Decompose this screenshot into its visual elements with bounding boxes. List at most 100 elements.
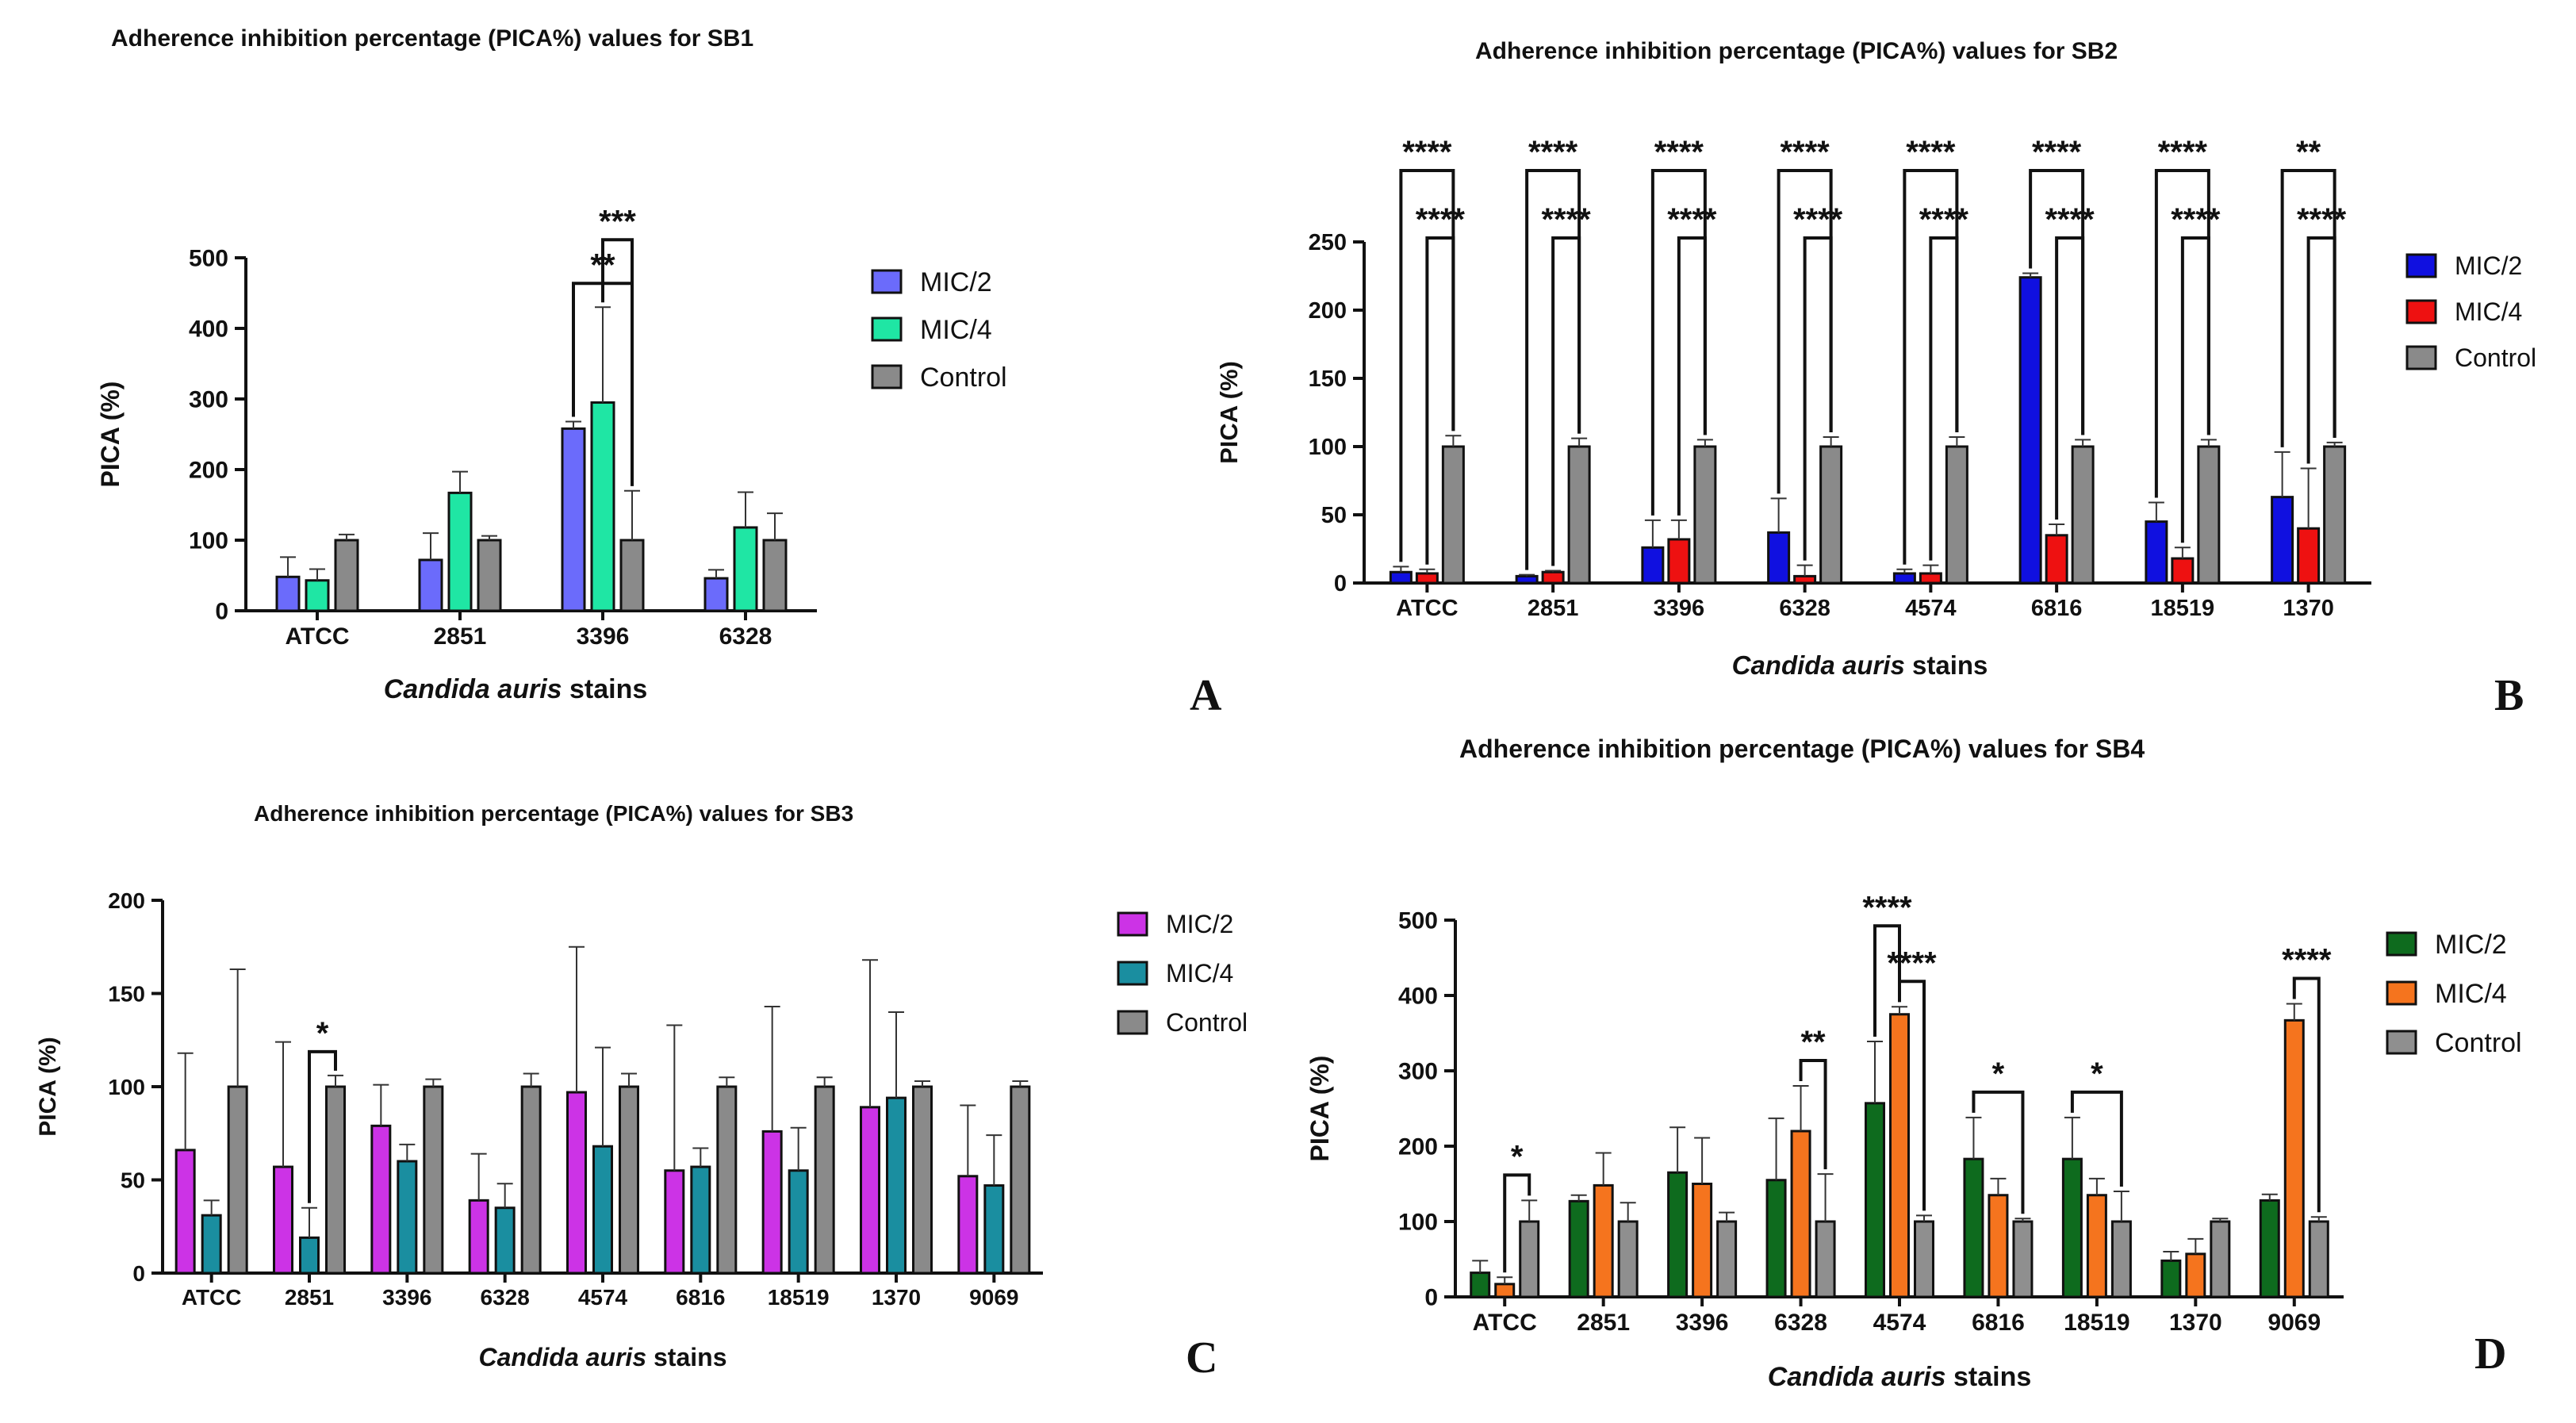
bar-control-2851 [325,1085,346,1275]
significance-label: * [1511,1139,1524,1174]
x-tick-label: 4574 [1873,1310,1926,1336]
legend-label: Control [2455,343,2536,372]
y-tick-label: 300 [1398,1059,1438,1085]
y-tick-label: 200 [1309,298,1347,324]
y-tick-label: 500 [189,246,228,272]
significance-bracket [1972,1090,2025,1214]
bar-control-1370 [912,1085,933,1275]
y-tick-label: 50 [121,1168,145,1192]
bar-mic-4-6328 [733,526,758,612]
y-axis-label: PICA (%) [1215,361,1243,464]
bar-mic-2-18519 [761,1130,783,1275]
x-axis-label: Candida auris stains [384,674,648,704]
y-tick-label: 0 [1334,571,1347,596]
chart-panel-c: Adherence inhibition percentage (PICA%) … [35,801,1248,1383]
chart-title: Adherence inhibition percentage (PICA%) … [1459,735,2145,763]
bar-control-1370 [2210,1220,2231,1298]
x-tick-label: 1370 [2283,596,2334,621]
chart-title: Adherence inhibition percentage (PICA%) … [254,801,853,826]
legend-label: MIC/4 [920,315,992,345]
y-tick-label: 250 [1309,230,1347,255]
legend-swatch [871,316,903,342]
bar-mic-2-ATCC [275,575,301,612]
legend-swatch [1117,961,1148,986]
significance-label: **** [1402,135,1452,170]
bar-mic-2-1370 [2160,1259,2182,1298]
significance-bracket [601,238,634,486]
bar-mic-4-6328 [1793,574,1817,585]
x-tick-label: 9069 [969,1285,1018,1310]
bar-mic-4-1370 [2297,527,2321,585]
bar-mic-2-4574 [566,1091,587,1275]
significance-label: **** [2297,202,2347,237]
panel-letter: C [1186,1333,1217,1383]
legend-label: MIC/4 [1166,959,1233,988]
bar-mic-4-ATCC [1494,1283,1516,1298]
significance-label: **** [1528,135,1578,170]
chart-title: Adherence inhibition percentage (PICA%) … [1475,38,2118,64]
x-tick-label: 2851 [1577,1310,1630,1336]
legend-swatch [2405,299,2437,324]
significance-bracket [2180,236,2210,543]
bar-mic-4-6816 [690,1165,711,1275]
significance-label: **** [1862,890,1912,925]
bar-mic-2-6328 [703,577,729,612]
x-tick-label: ATCC [1473,1310,1537,1336]
bar-control-18519 [2110,1220,2132,1298]
chart-panel-a: Adherence inhibition percentage (PICA%) … [96,25,1222,720]
bar-mic-4-4574 [1889,1013,1910,1298]
y-tick-label: 0 [132,1261,145,1286]
bar-control-3396 [423,1085,444,1275]
bar-mic-2-ATCC [174,1149,196,1275]
significance-label: **** [2158,135,2208,170]
bar-mic-4-3396 [397,1160,418,1275]
x-tick-label: 6328 [481,1285,530,1310]
x-tick-label: 18519 [2151,596,2215,621]
y-axis-label: PICA (%) [96,382,125,488]
legend-label: MIC/4 [2455,297,2522,326]
y-tick-label: 100 [1309,435,1347,460]
bar-mic-2-4574 [1865,1102,1885,1298]
y-tick-label: 150 [1309,366,1347,392]
bar-mic-4-3396 [590,401,615,612]
bar-mic-4-ATCC [305,579,330,612]
bar-control-3396 [1693,445,1717,585]
legend-swatch [1117,1010,1148,1035]
y-tick-label: 50 [1321,503,1347,528]
bar-mic-4-ATCC [1415,572,1439,585]
bar-mic-2-2851 [1515,574,1539,585]
y-tick-label: 0 [1424,1285,1438,1311]
bar-mic-4-18519 [2086,1194,2107,1298]
significance-label: ** [2296,135,2321,170]
y-tick-label: 100 [189,528,228,554]
bar-mic-2-4574 [1892,572,1916,585]
bar-mic-2-3396 [370,1124,392,1275]
significance-bracket [1425,236,1455,565]
bar-control-4574 [1945,445,1968,585]
bar-control-6328 [1815,1220,1836,1298]
bar-control-6328 [762,539,788,612]
x-tick-label: 6816 [2031,596,2083,621]
bar-mic-2-ATCC [1389,570,1413,585]
bar-mic-2-1370 [860,1106,880,1275]
bar-mic-2-6328 [468,1199,489,1275]
significance-label: *** [599,204,636,239]
legend-swatch [2386,980,2417,1006]
x-tick-label: 1370 [2169,1310,2222,1336]
bar-mic-2-6328 [1767,531,1791,585]
bar-mic-4-1370 [2185,1252,2206,1298]
y-tick-label: 100 [1398,1210,1438,1236]
y-tick-label: 300 [189,387,228,413]
bar-control-6816 [2012,1220,2034,1298]
bar-control-1370 [2323,445,2347,585]
y-tick-label: 400 [189,316,228,343]
bar-mic-4-2851 [1541,570,1565,585]
x-tick-label: 3396 [1676,1310,1729,1336]
bar-mic-2-3396 [561,427,586,612]
legend-label: Control [1166,1008,1248,1037]
bar-mic-4-18519 [2171,557,2195,585]
significance-bracket [1677,236,1707,516]
x-tick-label: 18519 [2064,1310,2129,1336]
legend-label: Control [2435,1028,2522,1058]
